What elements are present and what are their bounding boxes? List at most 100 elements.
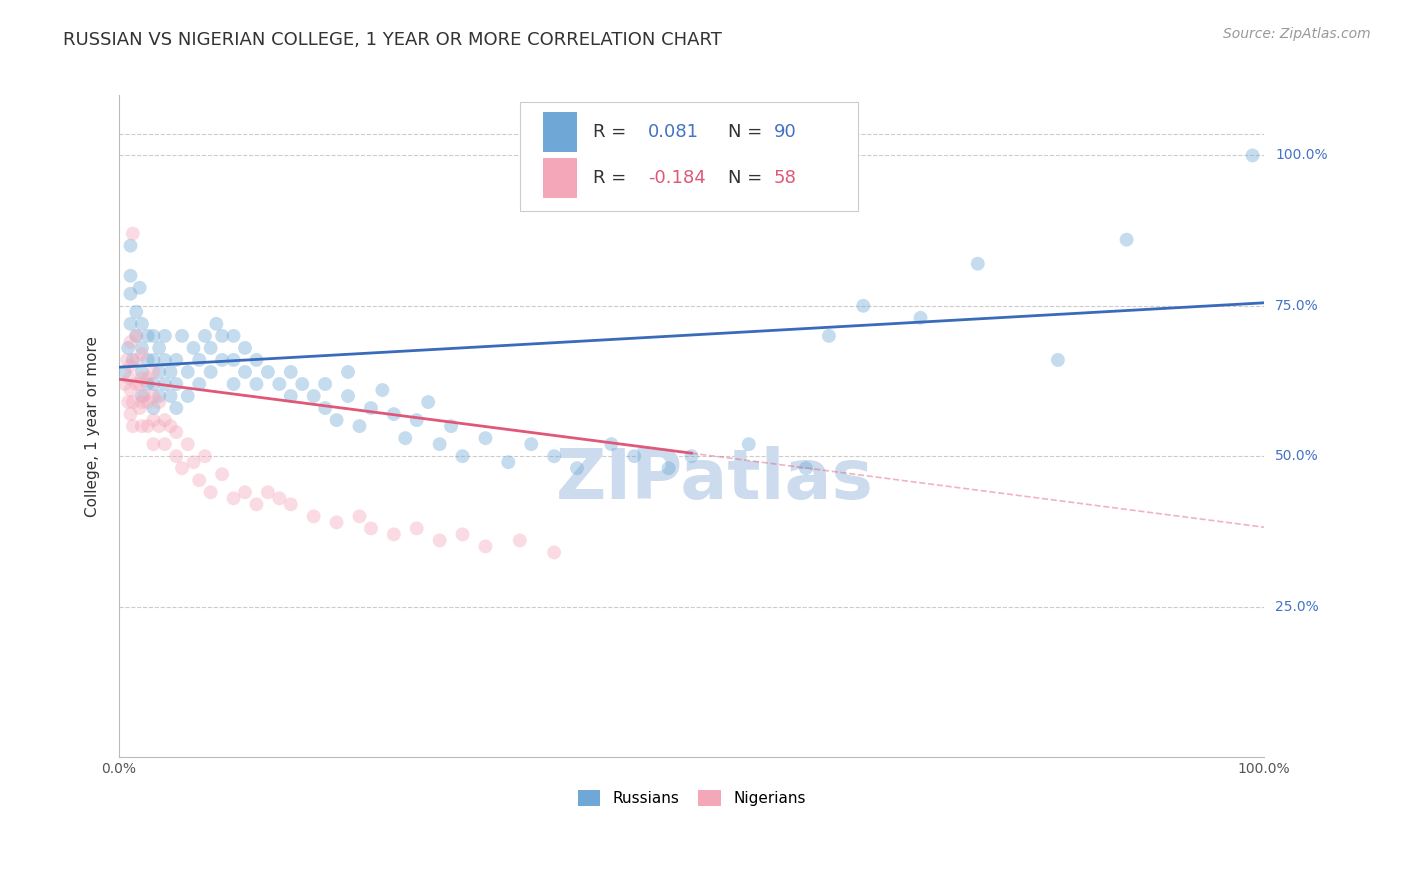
Point	[509, 533, 531, 548]
Point	[131, 395, 153, 409]
Point	[233, 341, 256, 355]
Point	[165, 425, 187, 439]
Point	[474, 540, 496, 554]
Point	[120, 238, 142, 252]
Point	[498, 455, 520, 469]
Point	[117, 395, 139, 409]
FancyBboxPatch shape	[543, 112, 576, 152]
Point	[165, 449, 187, 463]
Point	[142, 413, 165, 427]
Point	[211, 467, 233, 482]
Point	[269, 491, 291, 506]
Point	[125, 305, 148, 319]
Point	[451, 527, 474, 541]
Point	[205, 317, 228, 331]
Text: N =: N =	[728, 123, 768, 141]
Text: RUSSIAN VS NIGERIAN COLLEGE, 1 YEAR OR MORE CORRELATION CHART: RUSSIAN VS NIGERIAN COLLEGE, 1 YEAR OR M…	[63, 31, 723, 49]
Text: N =: N =	[728, 169, 768, 187]
Point	[245, 497, 267, 511]
Point	[114, 377, 136, 392]
Point	[188, 473, 211, 487]
Point	[148, 389, 170, 403]
Point	[451, 449, 474, 463]
Point	[302, 509, 325, 524]
Point	[142, 353, 165, 368]
Point	[818, 329, 841, 343]
Point	[120, 317, 142, 331]
Point	[852, 299, 875, 313]
Point	[148, 341, 170, 355]
Point	[200, 341, 222, 355]
Text: 90: 90	[773, 123, 797, 141]
Point	[382, 527, 405, 541]
Point	[280, 365, 302, 379]
Point	[257, 485, 280, 500]
Point	[148, 419, 170, 434]
Point	[565, 461, 588, 475]
Point	[245, 377, 267, 392]
Point	[121, 419, 143, 434]
Point	[165, 353, 187, 368]
FancyBboxPatch shape	[520, 102, 858, 211]
Point	[136, 395, 159, 409]
Point	[371, 383, 394, 397]
Point	[117, 341, 139, 355]
Point	[211, 353, 233, 368]
Point	[148, 365, 170, 379]
Point	[222, 329, 245, 343]
Point	[165, 377, 187, 392]
Point	[128, 377, 150, 392]
Point	[302, 389, 325, 403]
Point	[153, 353, 176, 368]
Text: 25.0%: 25.0%	[1275, 599, 1319, 614]
Point	[440, 419, 463, 434]
Point	[142, 389, 165, 403]
Point	[429, 533, 451, 548]
Point	[120, 286, 142, 301]
Point	[153, 377, 176, 392]
Point	[194, 329, 217, 343]
Point	[245, 353, 267, 368]
Point	[222, 353, 245, 368]
Point	[600, 437, 623, 451]
Point	[222, 377, 245, 392]
Point	[177, 389, 200, 403]
Y-axis label: College, 1 year or more: College, 1 year or more	[86, 335, 100, 516]
Point	[125, 329, 148, 343]
Point	[125, 377, 148, 392]
Point	[159, 389, 181, 403]
Point	[177, 437, 200, 451]
Point	[183, 455, 205, 469]
Point	[280, 497, 302, 511]
Point	[153, 437, 176, 451]
Point	[136, 377, 159, 392]
Point	[142, 377, 165, 392]
Point	[131, 419, 153, 434]
Point	[325, 413, 347, 427]
Point	[159, 365, 181, 379]
Point	[738, 437, 761, 451]
Point	[131, 341, 153, 355]
Point	[291, 377, 314, 392]
Point	[128, 401, 150, 415]
Text: 50.0%: 50.0%	[1275, 450, 1319, 463]
Point	[360, 401, 382, 415]
Point	[120, 268, 142, 283]
Point	[1046, 353, 1069, 368]
Point	[349, 419, 371, 434]
Point	[623, 449, 645, 463]
Text: R =: R =	[593, 169, 633, 187]
Point	[349, 509, 371, 524]
Point	[382, 407, 405, 421]
Point	[131, 317, 153, 331]
Point	[405, 521, 427, 535]
Point	[325, 516, 347, 530]
Point	[120, 383, 142, 397]
Point	[418, 395, 440, 409]
Point	[142, 329, 165, 343]
Point	[337, 389, 360, 403]
Point	[153, 413, 176, 427]
Point	[474, 431, 496, 445]
Point	[131, 389, 153, 403]
Point	[165, 401, 187, 415]
